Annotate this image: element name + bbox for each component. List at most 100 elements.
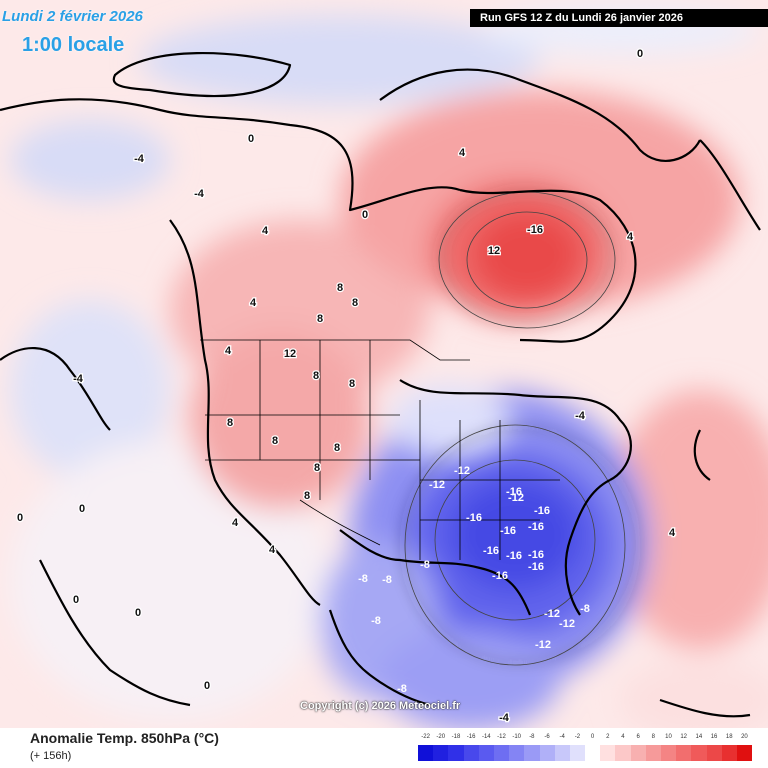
anomaly-value-label: -4 — [73, 373, 84, 385]
anomaly-value-label: 8 — [304, 490, 310, 502]
anomaly-value-label: -16 — [466, 512, 482, 524]
anomaly-value-label: 8 — [227, 417, 233, 429]
legend-ticks: -22 -20 -18 -16 -14 -12 -10 -8 -6 -4 -2 0 2 4 6 8 10 12 14… — [418, 734, 752, 744]
anomaly-value-label: 8 — [352, 297, 358, 309]
anomaly-value-label: 0 — [362, 209, 368, 221]
copyright-notice: Copyright (c) 2026 Meteociel.fr — [300, 700, 461, 712]
legend-swatch — [645, 745, 661, 761]
legend-tick: -16 — [466, 734, 476, 740]
legend-tick: -10 — [512, 734, 522, 740]
legend-swatch — [539, 745, 555, 761]
color-legend: -22 -20 -18 -16 -14 -12 -10 -8 -6 -4 -2 0 2 4 6 8 10 12 14… — [418, 734, 753, 764]
anomaly-value-label: 4 — [459, 147, 466, 159]
legend-tick: -6 — [544, 734, 550, 740]
legend-swatch — [721, 745, 737, 761]
legend-tick: 14 — [695, 734, 703, 740]
legend-tick: -8 — [529, 734, 535, 740]
lead-time: (+ 156h) — [30, 750, 72, 762]
legend-tick: -14 — [481, 734, 491, 740]
anomaly-value-label: -12 — [429, 479, 445, 491]
anomaly-value-label: 4 — [627, 231, 634, 243]
anomaly-value-label: -12 — [535, 639, 551, 651]
anomaly-value-label: -16 — [528, 561, 544, 573]
anomaly-value-labels: -16121288888888884444444400000000-4-4-4-… — [16, 47, 678, 726]
legend-swatch — [661, 745, 677, 761]
legend-swatch — [554, 745, 570, 761]
coastlines — [0, 52, 761, 718]
anomaly-value-label: -16 — [500, 525, 516, 537]
anomaly-value-label: -4 — [499, 712, 510, 724]
anomaly-value-label: -8 — [371, 615, 381, 627]
legend-swatch — [509, 745, 525, 761]
legend-swatch — [569, 745, 586, 761]
legend-tick: -2 — [574, 734, 581, 740]
legend-swatch — [630, 745, 646, 761]
model-run-banner: Run GFS 12 Z du Lundi 26 janvier 2026 — [470, 9, 768, 27]
anomaly-value-label: 4 — [669, 527, 676, 539]
anomaly-value-label: 0 — [79, 503, 85, 515]
legend-color-bar — [418, 745, 753, 761]
anomaly-value-label: 4 — [269, 544, 276, 556]
anomaly-value-label: 8 — [313, 370, 319, 382]
anomaly-value-label: 8 — [337, 282, 343, 294]
legend-swatch — [706, 745, 722, 761]
legend-tick: 0 — [590, 734, 595, 740]
anomaly-value-label: 0 — [637, 48, 643, 60]
anomaly-value-label: 0 — [135, 607, 141, 619]
anomaly-value-label: 0 — [204, 680, 210, 692]
legend-swatch — [524, 745, 540, 761]
anomaly-value-label: 4 — [250, 297, 257, 309]
legend-tick: 8 — [651, 734, 655, 740]
legend-swatch — [463, 745, 479, 761]
legend-swatch — [433, 745, 449, 761]
anomaly-value-label: -12 — [544, 608, 560, 620]
borders — [200, 339, 560, 560]
forecast-date: Lundi 2 février 2026 — [2, 8, 143, 25]
anomaly-value-label: -16 — [506, 550, 522, 562]
anomaly-value-label: -16 — [527, 224, 543, 236]
legend-tick: 2 — [606, 734, 610, 740]
anomaly-value-label: -8 — [397, 683, 407, 695]
anomaly-value-label: -16 — [483, 545, 499, 557]
anomaly-value-label: 8 — [334, 442, 340, 454]
legend-swatch — [418, 745, 434, 761]
anomaly-value-label: 4 — [262, 225, 269, 237]
anomaly-map: -16 12 12 8 8 8 8 8 8 8 8 8 8 4 4 4 4 4 4 4 4 0 0 0 0 0 0 0 0 -4 -4 -4-… — [0, 0, 768, 728]
legend-tick: -12 — [497, 734, 506, 740]
legend-swatch — [448, 745, 464, 761]
anomaly-value-label: 4 — [225, 345, 232, 357]
anomaly-value-label: 0 — [17, 512, 23, 524]
anomaly-value-label: 8 — [317, 313, 323, 325]
legend-tick: 4 — [621, 734, 625, 740]
anomaly-value-label: 4 — [232, 517, 239, 529]
anomaly-value-label: -8 — [382, 574, 392, 586]
anomaly-value-label: -16 — [492, 570, 508, 582]
legend-tick: 20 — [741, 734, 748, 740]
legend-tick: -18 — [451, 734, 461, 740]
anomaly-value-label: 12 — [488, 245, 500, 257]
anomaly-value-label: 8 — [349, 378, 355, 390]
legend-tick: 10 — [665, 734, 672, 740]
anomaly-value-label: 8 — [314, 462, 320, 474]
legend-tick: -20 — [436, 734, 446, 740]
legend-swatch — [736, 745, 753, 761]
legend-tick: 6 — [636, 734, 640, 740]
anomaly-value-label: -16 — [506, 486, 522, 498]
anomaly-value-label: -16 — [528, 521, 544, 533]
anomaly-value-label: -4 — [194, 188, 205, 200]
anomaly-value-label: 8 — [272, 435, 278, 447]
legend-tick: -4 — [559, 734, 565, 740]
footer: Anomalie Temp. 850hPa (°C) (+ 156h) -22-… — [0, 728, 768, 768]
anomaly-value-label: -8 — [580, 603, 590, 615]
legend-tick: 16 — [710, 734, 718, 740]
legend-swatch — [615, 745, 631, 761]
legend-swatch — [493, 745, 510, 761]
legend-swatch — [691, 745, 707, 761]
anomaly-value-label: -16 — [534, 505, 550, 517]
anomaly-value-label: -12 — [508, 492, 524, 504]
anomaly-value-label: -8 — [358, 573, 368, 585]
legend-swatch — [585, 745, 601, 761]
map-canvas: -16121288888888884444444400000000-4-4-4-… — [0, 0, 768, 728]
anomaly-value-label: 12 — [284, 348, 296, 360]
anomaly-value-label: -8 — [420, 559, 430, 571]
